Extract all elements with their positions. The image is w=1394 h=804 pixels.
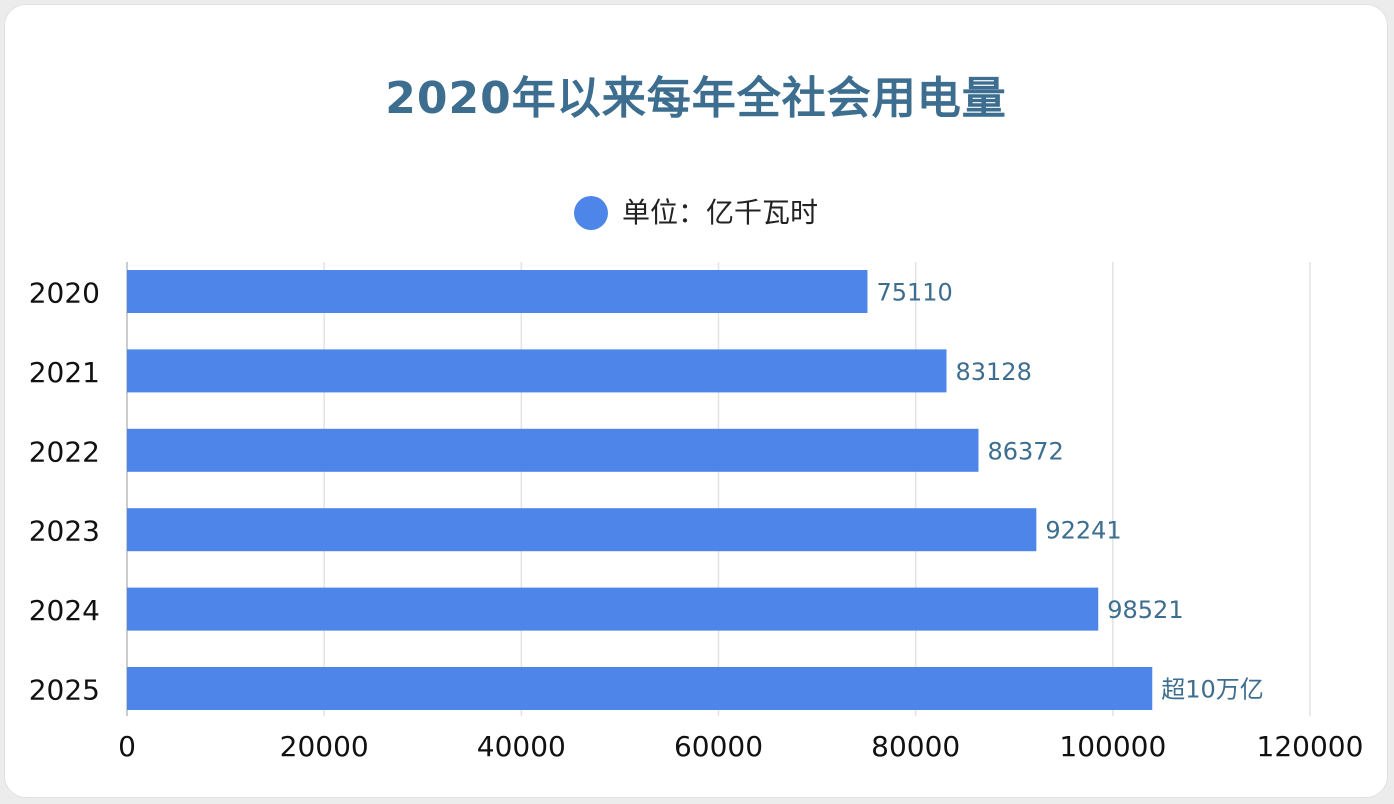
x-tick-label: 80000 xyxy=(871,730,960,763)
value-label-2025: 超10万亿 xyxy=(1161,676,1264,704)
bars xyxy=(127,270,1153,710)
value-label-2021: 83128 xyxy=(956,358,1032,386)
x-tick-label: 0 xyxy=(118,730,136,763)
x-tick-label: 40000 xyxy=(477,730,566,763)
category-label-2020: 2020 xyxy=(29,277,100,310)
legend-swatch xyxy=(573,196,608,230)
legend: 单位：亿千瓦时 xyxy=(5,193,1387,233)
bar-2024 xyxy=(127,587,1099,631)
category-label-2021: 2021 xyxy=(29,356,100,389)
value-label-2020: 75110 xyxy=(876,279,952,307)
value-label-2023: 92241 xyxy=(1045,517,1121,545)
bar-2022 xyxy=(127,428,979,472)
value-label-2024: 98521 xyxy=(1107,596,1183,624)
bar-2023 xyxy=(127,508,1037,552)
x-tick-label: 100000 xyxy=(1059,730,1166,763)
value-label-2022: 86372 xyxy=(987,437,1063,465)
bar-2025 xyxy=(127,667,1153,710)
category-label-2023: 2023 xyxy=(29,515,100,548)
chart-card: 2020年以来每年全社会用电量 单位：亿千瓦时 xyxy=(4,4,1388,798)
chart-title: 2020年以来每年全社会用电量 xyxy=(385,73,1007,124)
x-tick-label: 60000 xyxy=(674,730,763,763)
category-labels: 2020 2021 2022 2023 2024 2025 xyxy=(29,277,100,707)
category-label-2022: 2022 xyxy=(29,435,100,468)
x-tick-label: 120000 xyxy=(1257,730,1364,763)
category-label-2024: 2024 xyxy=(29,594,100,627)
grid-lines xyxy=(126,262,1311,716)
value-labels: 75110 83128 86372 92241 98521 超10万亿 xyxy=(876,279,1263,704)
category-label-2025: 2025 xyxy=(29,674,100,707)
bar-2021 xyxy=(127,349,947,393)
legend-label: 单位：亿千瓦时 xyxy=(621,196,818,229)
bar-2020 xyxy=(127,270,868,313)
x-tick-labels: 0 20000 40000 60000 80000 100000 120000 xyxy=(118,730,1363,763)
x-tick-label: 20000 xyxy=(280,730,369,763)
